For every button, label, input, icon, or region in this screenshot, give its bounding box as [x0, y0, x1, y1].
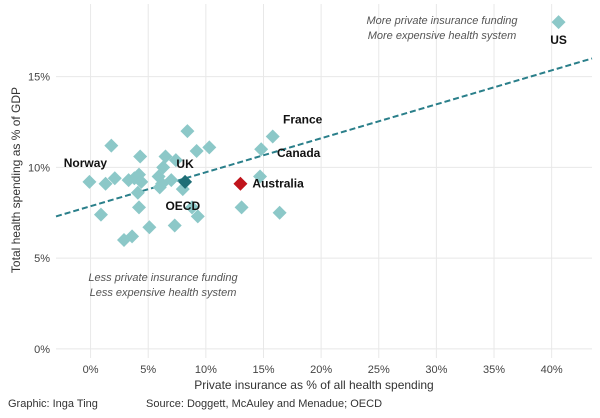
point-34 [167, 218, 182, 233]
point-31 [234, 200, 249, 215]
x-tick-label-2: 10% [195, 364, 217, 376]
point-uk [178, 174, 193, 189]
point-28 [93, 207, 108, 222]
point-11 [133, 149, 148, 164]
x-tick-label-5: 25% [368, 364, 390, 376]
label-canada: Canada [277, 146, 321, 160]
footer-credit: Graphic: Inga Ting [8, 398, 98, 410]
label-us: US [550, 33, 567, 47]
point-25 [130, 185, 145, 200]
point-france [265, 129, 280, 144]
point-13 [168, 153, 183, 168]
point-7 [180, 124, 195, 139]
point-canada [254, 142, 269, 157]
point-32 [272, 205, 287, 220]
y-axis-label: Total health spending as % of GDP [9, 87, 23, 273]
point-8 [104, 138, 119, 153]
label-oecd: OECD [165, 199, 200, 213]
y-tick-label-1: 5% [34, 253, 50, 265]
point-australia [233, 176, 248, 191]
point-12 [158, 149, 173, 164]
point-norway [82, 174, 97, 189]
footer-source: Source: Doggett, McAuley and Menadue; OE… [146, 398, 383, 410]
point-20 [134, 174, 149, 189]
point-labels: US France Canada UK Australia OECD Norway [64, 33, 567, 213]
label-australia: Australia [252, 177, 304, 191]
point-24 [152, 180, 167, 195]
point-29 [185, 200, 200, 215]
data-points [82, 15, 566, 247]
annotation-top-line-2: More expensive health system [368, 30, 517, 42]
point-9 [202, 140, 217, 155]
label-norway: Norway [64, 156, 108, 170]
y-tick-label-3: 15% [28, 72, 50, 84]
point-26 [253, 169, 268, 184]
point-33 [142, 220, 157, 235]
annotation-bottom-line-1: Less private insurance funding [88, 272, 238, 284]
point-27 [131, 200, 146, 215]
annotation-top-line-1: More private insurance funding [366, 15, 518, 27]
annotation-bottom-line-2: Less expensive health system [90, 287, 237, 299]
y-tick-label-0: 0% [34, 344, 50, 356]
point-16 [98, 176, 113, 191]
x-tick-label-8: 40% [541, 364, 563, 376]
y-tick-label-2: 10% [28, 162, 50, 174]
label-france: France [283, 113, 323, 127]
x-tick-label-1: 5% [140, 364, 156, 376]
x-tick-label-7: 35% [483, 364, 505, 376]
grid [56, 4, 592, 358]
point-10 [189, 144, 204, 159]
label-uk: UK [176, 157, 194, 171]
point-30 [190, 209, 205, 224]
point-us [551, 15, 566, 30]
x-axis-label: Private insurance as % of all health spe… [194, 378, 433, 392]
y-axis-ticks: 0% 5% 10% 15% [28, 72, 50, 356]
point-15 [107, 171, 122, 186]
x-tick-label-3: 15% [252, 364, 274, 376]
x-tick-label-4: 20% [310, 364, 332, 376]
x-tick-label-6: 30% [425, 364, 447, 376]
trendline [55, 57, 593, 218]
x-tick-label-0: 0% [83, 364, 99, 376]
x-axis-ticks: 0% 5% 10% 15% 20% 25% 30% 35% 40% [83, 364, 563, 376]
point-23 [164, 173, 179, 188]
point-36 [117, 233, 132, 247]
